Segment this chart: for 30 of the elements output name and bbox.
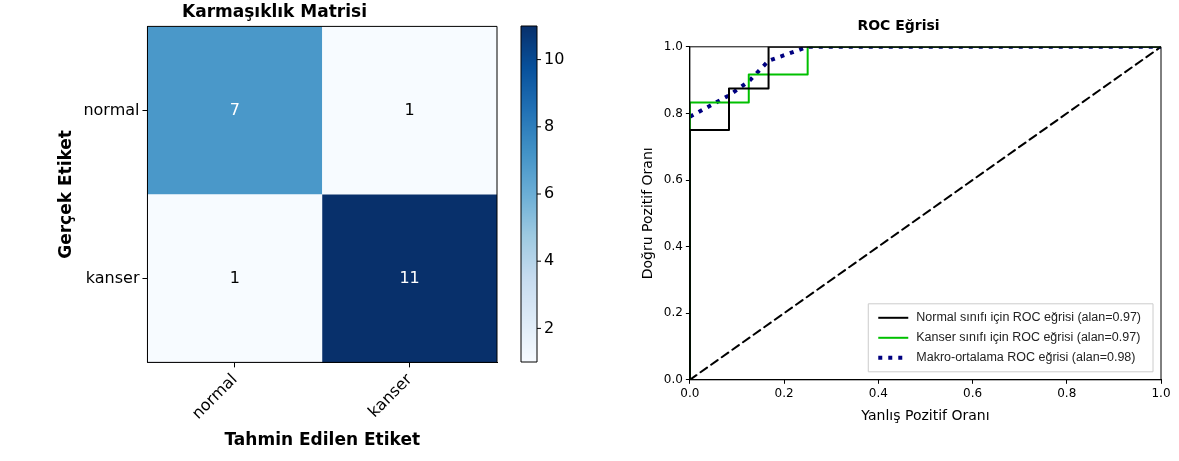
data-label: 1 <box>229 267 240 287</box>
color-bar-label: 2 <box>544 317 555 337</box>
x-tick-label: 0.2 <box>774 386 794 401</box>
data-label: 11 <box>399 267 420 287</box>
legend-label: Normal sınıfı için ROC eğrisi (alan=0.97) <box>916 310 1141 325</box>
color-bar-label: 4 <box>544 250 555 270</box>
chart-title: Karmaşıklık Matrisi <box>181 0 368 21</box>
x-tick-label: 0.8 <box>1057 386 1077 401</box>
y-axis-title: Gerçek Etiket <box>54 130 75 259</box>
x-tick-label: 0.0 <box>680 386 700 401</box>
x-tick-label: 0.4 <box>868 386 888 401</box>
chart-title: ROC Eğrisi <box>857 17 940 34</box>
color-bar-label: 10 <box>544 48 565 68</box>
y-axis-title: Doğru Pozitif Oranı <box>639 147 656 280</box>
color-bar-label: 8 <box>544 115 555 135</box>
color-bar-label: 6 <box>544 183 555 203</box>
y-tick-label: 1.0 <box>663 38 683 53</box>
y-tick-label: 0.8 <box>663 105 683 120</box>
y-tick-label: 0.6 <box>663 172 683 187</box>
x-axis-title: Tahmin Edilen Etiket <box>224 429 421 450</box>
line-series <box>689 46 1161 119</box>
x-axis-title: Yanlış Pozitif Oranı <box>860 407 990 424</box>
legend-label: Makro-ortalama ROC eğrisi (alan=0.98) <box>916 350 1136 365</box>
x-tick-label: 1.0 <box>1151 386 1171 401</box>
x-tick-label: 0.6 <box>963 386 983 401</box>
legend-label: Kanser sınıfı için ROC eğrisi (alan=0.97) <box>916 330 1141 345</box>
y-tick-label: 0.2 <box>663 305 683 320</box>
data-label: 1 <box>404 99 415 119</box>
data-label: 7 <box>229 99 240 119</box>
y-tick-label: 0.4 <box>663 238 683 253</box>
